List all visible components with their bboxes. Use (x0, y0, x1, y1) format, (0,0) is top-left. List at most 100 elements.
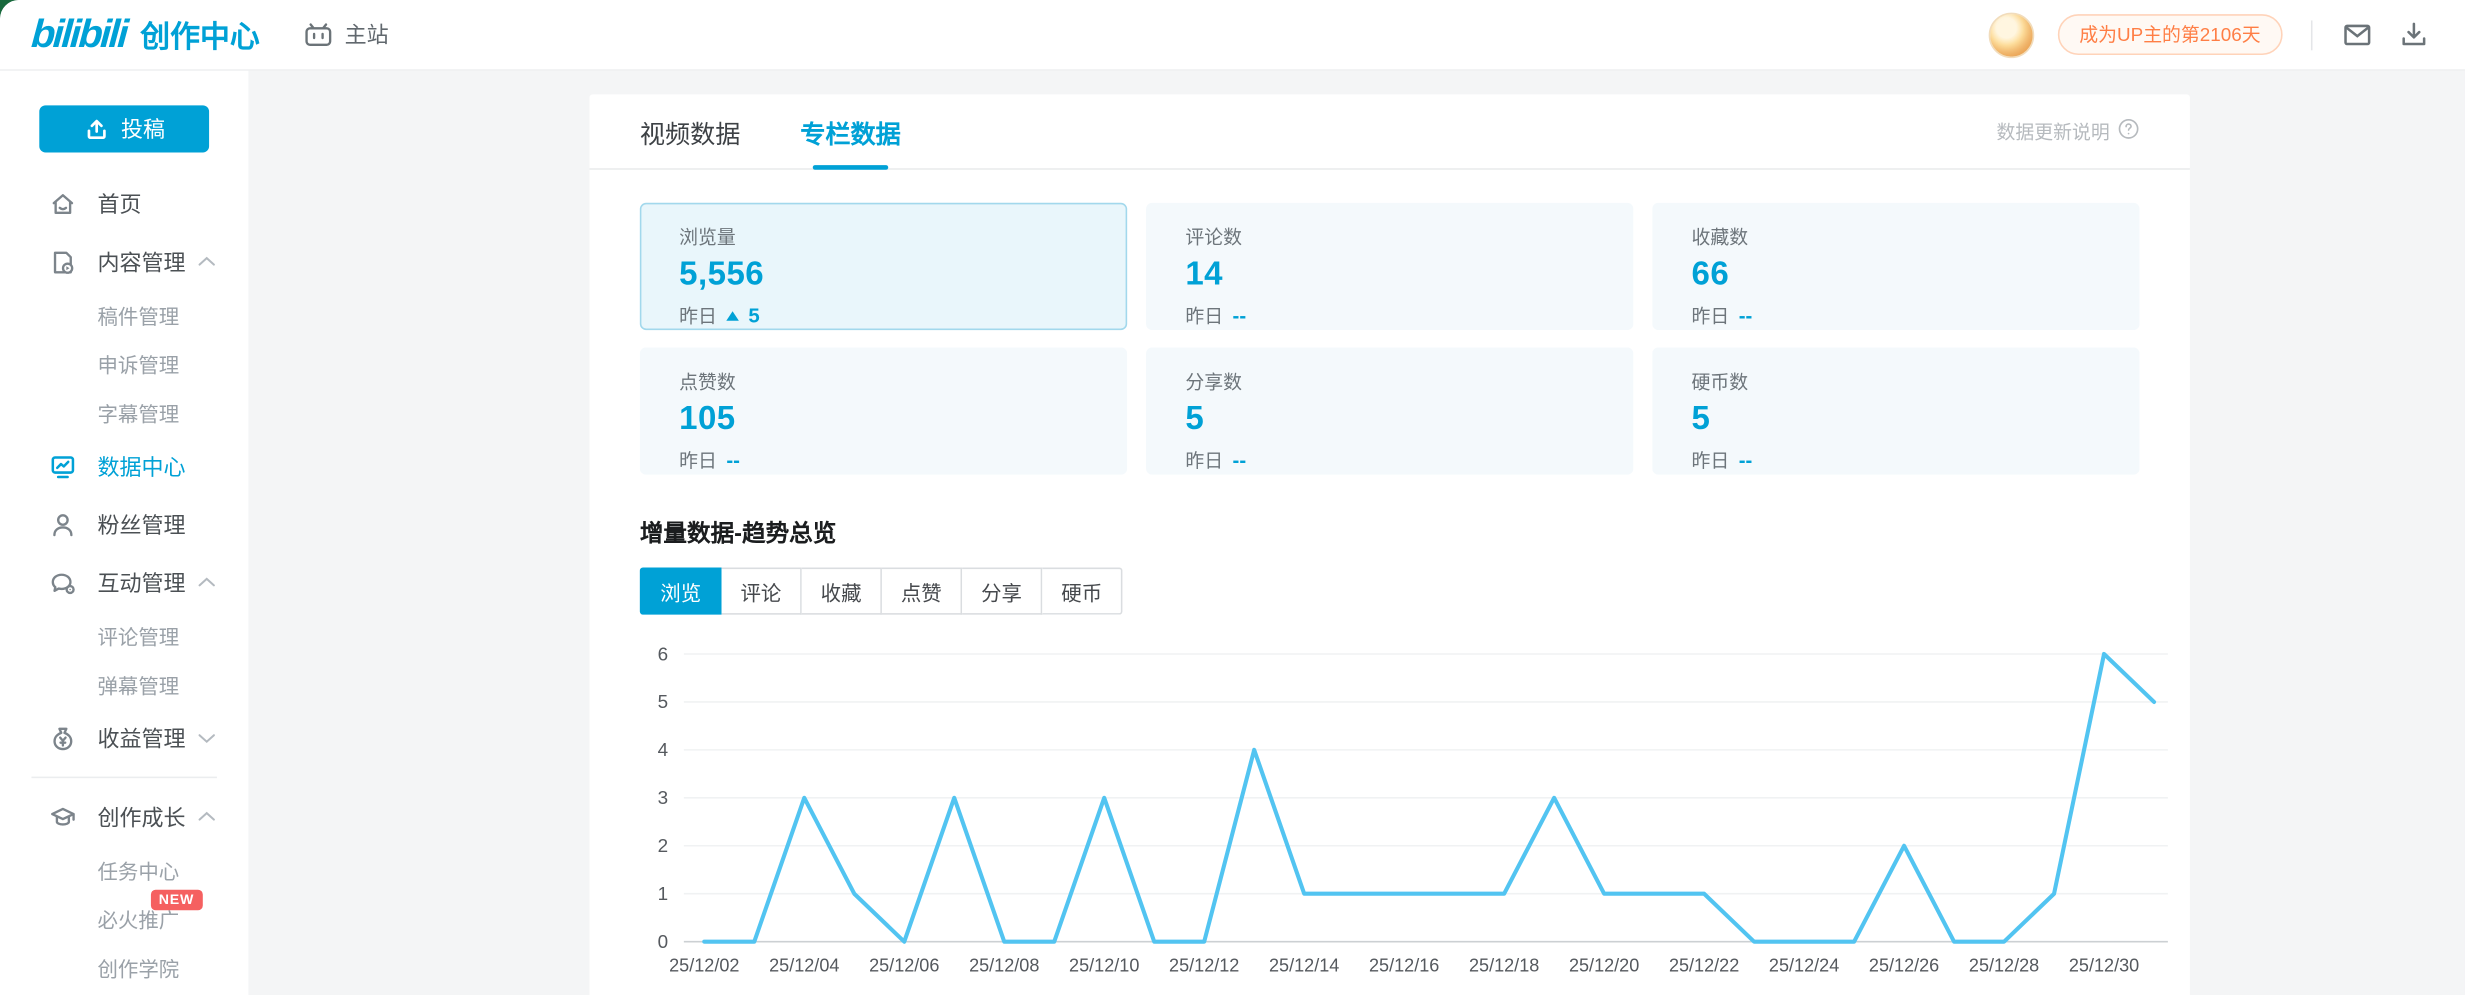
tab-video-data[interactable]: 视频数据 (640, 94, 741, 168)
y-axis-label: 4 (658, 739, 669, 760)
trend-section-title: 增量数据-趋势总览 (639, 520, 837, 548)
sidebar-item-comment-management[interactable]: 评论管理 (0, 612, 248, 661)
up-days-badge[interactable]: 成为UP主的第2106天 (2057, 14, 2283, 56)
sidebar-item-label: 收益管理 (97, 725, 186, 751)
header-divider (2310, 19, 2313, 50)
sidebar-item-income-management[interactable]: 收益管理 (0, 709, 248, 767)
help-icon (2118, 118, 2140, 145)
triangle-up-icon (726, 310, 739, 320)
chevron-up-icon (198, 811, 215, 822)
bilibili-wordmark: bilibili (29, 11, 128, 56)
stat-delta: -- (1232, 448, 1247, 472)
sidebar-item-danmaku-management[interactable]: 弹幕管理 (0, 660, 248, 709)
data-tabs-row: 视频数据 专栏数据 数据更新说明 (589, 94, 2190, 170)
x-axis-label: 25/12/16 (1369, 956, 1439, 976)
top-bar: bilibili 创作中心 主站 成为UP主的第2106天 (0, 0, 2465, 71)
stat-label: 硬币数 (1691, 371, 1749, 394)
sidebar-item-manuscript-management[interactable]: 稿件管理 (0, 291, 248, 340)
tab-article-data[interactable]: 专栏数据 (800, 94, 901, 168)
x-axis-label: 25/12/24 (1769, 956, 1839, 976)
submit-post-button[interactable]: 投稿 (39, 105, 210, 153)
filter-comments[interactable]: 评论 (721, 567, 802, 615)
sidebar-item-creator-growth[interactable]: 创作成长 (0, 788, 248, 846)
main-site-link[interactable]: 主站 (304, 19, 389, 50)
sidebar-item-appeal-management[interactable]: 申诉管理 (0, 340, 248, 389)
sidebar-item-label: 稿件管理 (97, 304, 180, 329)
x-axis-label: 25/12/22 (1669, 956, 1739, 976)
x-axis-label: 25/12/28 (1969, 956, 2039, 976)
sidebar-item-data-center[interactable]: 数据中心 (0, 437, 248, 495)
y-axis-label: 5 (658, 691, 669, 712)
sidebar-item-label: 任务中心 (97, 859, 180, 884)
stat-delta: -- (726, 448, 740, 472)
y-axis-label: 6 (658, 643, 669, 664)
trend-filter-group: 浏览 评论 收藏 点赞 分享 硬币 (639, 567, 2140, 615)
stat-card-coins[interactable]: 硬币数 5 昨日 -- (1652, 347, 2140, 475)
y-axis-label: 2 (658, 835, 669, 856)
home-icon (49, 189, 77, 217)
stat-card-views[interactable]: 浏览量 5,556 昨日 5 (639, 202, 1128, 331)
submit-post-label: 投稿 (121, 116, 166, 142)
stats-grid: 浏览量 5,556 昨日 5 评论数 14 昨日 -- 收藏数 66 (639, 202, 2140, 475)
sidebar-item-interaction-management[interactable]: 互动管理 (0, 553, 248, 611)
stat-card-shares[interactable]: 分享数 5 昨日 -- (1146, 347, 1634, 475)
sidebar-item-label: 申诉管理 (97, 353, 180, 378)
data-update-help[interactable]: 数据更新说明 (1996, 118, 2139, 145)
bilibili-logo[interactable]: bilibili 创作中心 (0, 12, 260, 58)
sidebar-item-label: 数据中心 (97, 453, 186, 479)
chevron-up-icon (198, 577, 215, 588)
sidebar-item-label: 创作学院 (97, 957, 180, 981)
stat-label: 分享数 (1185, 371, 1242, 394)
sidebar-item-label: 创作成长 (97, 804, 186, 830)
sidebar-item-fans-management[interactable]: 粉丝管理 (0, 495, 248, 553)
filter-favorites[interactable]: 收藏 (801, 567, 883, 615)
stat-value: 105 (679, 400, 736, 438)
filter-coins[interactable]: 硬币 (1042, 567, 1123, 615)
filter-views[interactable]: 浏览 (639, 567, 722, 615)
stat-label: 点赞数 (679, 371, 736, 394)
stat-label: 评论数 (1185, 226, 1242, 249)
y-axis-label: 3 (658, 787, 669, 808)
sidebar-item-home[interactable]: 首页 (0, 174, 248, 232)
sidebar-item-task-center[interactable]: 任务中心 (0, 846, 248, 895)
filter-likes[interactable]: 点赞 (882, 567, 963, 615)
stat-card-favorites[interactable]: 收藏数 66 昨日 -- (1652, 202, 2140, 331)
interaction-icon (49, 568, 77, 596)
x-axis-label: 25/12/14 (1269, 956, 1339, 976)
yesterday-label: 昨日 (1185, 304, 1224, 327)
stat-yesterday: 昨日 -- (679, 446, 1125, 473)
fans-icon (49, 510, 77, 538)
stat-delta: -- (1232, 303, 1247, 327)
sidebar-nav: 首页 内容管理 稿件管理 申诉管理 (0, 174, 248, 991)
sidebar-item-content-management[interactable]: 内容管理 (0, 233, 248, 291)
stat-card-comments[interactable]: 评论数 14 昨日 -- (1146, 202, 1634, 331)
x-axis-label: 25/12/06 (869, 956, 939, 976)
tab-label: 专栏数据 (800, 121, 901, 149)
yesterday-label: 昨日 (679, 304, 717, 327)
x-axis-label: 25/12/18 (1469, 956, 1539, 976)
stat-label: 浏览量 (679, 226, 736, 249)
x-axis-label: 25/12/10 (1069, 956, 1139, 976)
sidebar-item-subtitle-management[interactable]: 字幕管理 (0, 388, 248, 437)
x-axis-label: 25/12/02 (669, 956, 739, 976)
sidebar-item-label: 字幕管理 (97, 402, 180, 427)
stat-yesterday: 昨日 5 (679, 302, 1125, 329)
download-icon[interactable] (2397, 19, 2430, 50)
mail-icon[interactable] (2341, 19, 2374, 50)
yesterday-label: 昨日 (1691, 304, 1730, 327)
x-axis-label: 25/12/04 (769, 956, 839, 976)
user-avatar[interactable] (1988, 11, 2034, 58)
stat-label: 收藏数 (1691, 226, 1749, 249)
sidebar-item-promotion[interactable]: 必火推广 NEW (0, 889, 248, 944)
stat-card-likes[interactable]: 点赞数 105 昨日 -- (639, 347, 1128, 475)
sidebar-item-creator-academy[interactable]: 创作学院 (0, 943, 248, 992)
sidebar-item-label: 互动管理 (97, 569, 186, 596)
help-label: 数据更新说明 (1996, 121, 2110, 144)
stat-value: 5 (1185, 400, 1205, 438)
filter-shares[interactable]: 分享 (962, 567, 1043, 615)
stat-value: 66 (1691, 256, 1730, 293)
y-axis-label: 0 (658, 931, 669, 952)
sidebar-divider (31, 776, 217, 779)
chevron-up-icon (198, 256, 215, 267)
sidebar-item-label: 弹幕管理 (97, 674, 180, 698)
